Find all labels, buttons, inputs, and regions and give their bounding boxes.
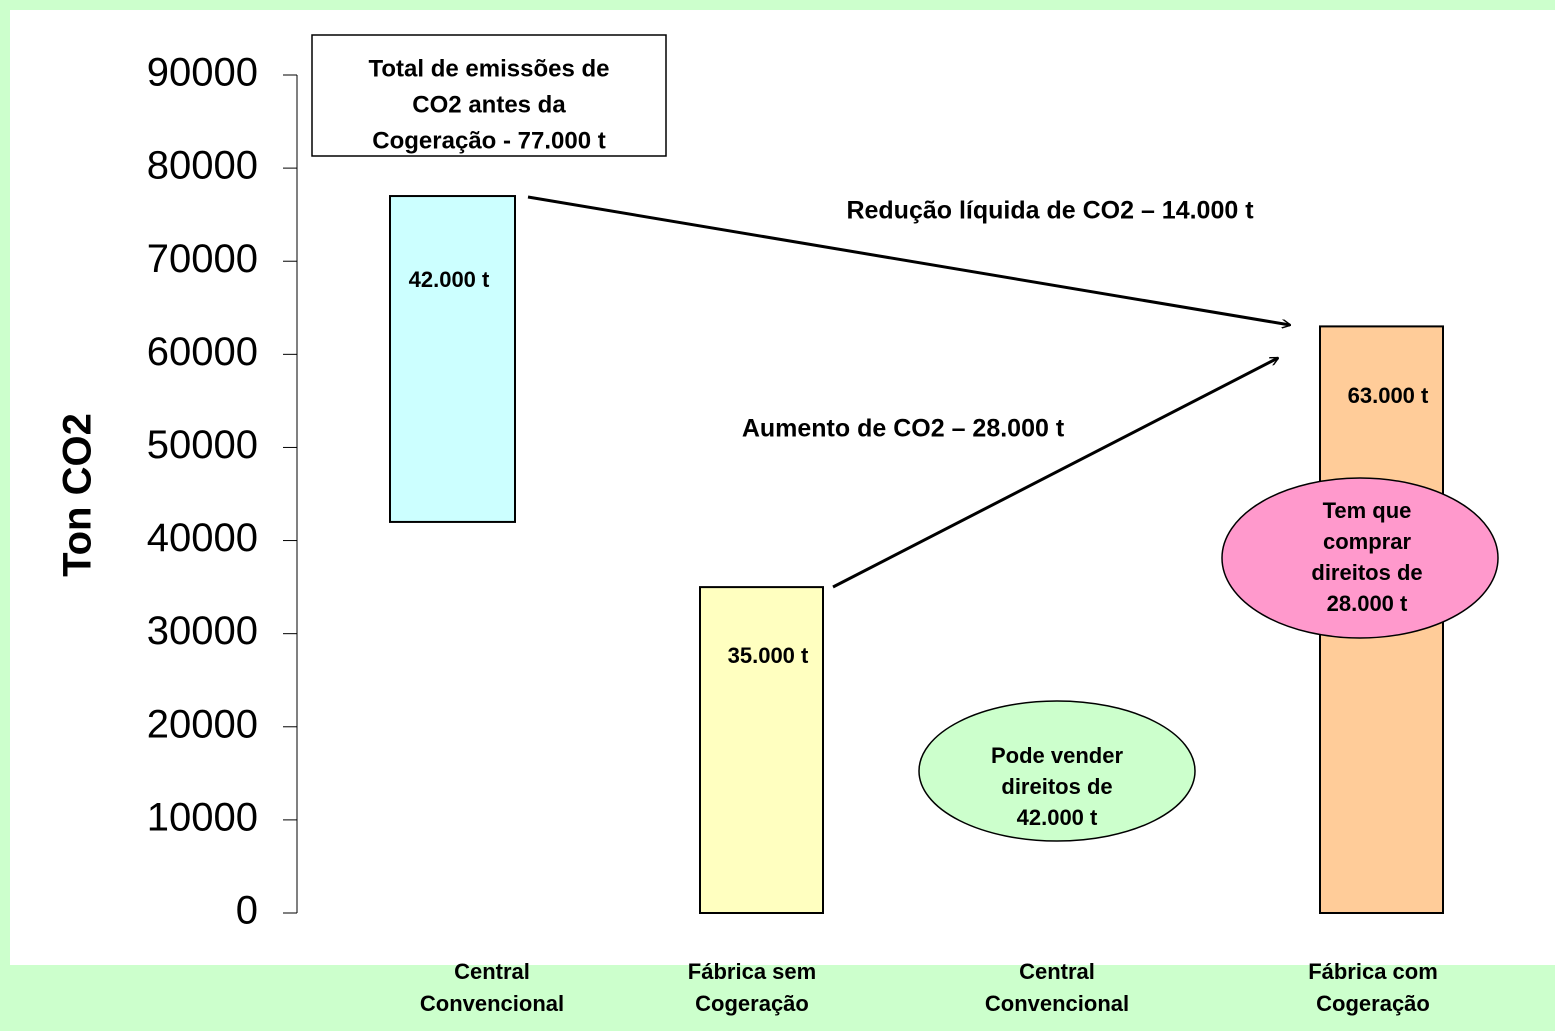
x-tick-label: Convencional [420,991,564,1016]
arrow [527,195,1290,325]
callout-ellipse [918,700,1196,842]
callout-text: 28.000 t [1327,591,1408,616]
y-tick-label: 80000 [147,144,258,188]
x-tick-label: Convencional [985,991,1129,1016]
y-axis-label: Ton CO2 [56,413,100,577]
arrow [832,356,1278,589]
bar-label: 63.000 t [1348,383,1429,408]
callout-text: direitos de [1311,560,1422,585]
box-text: Cogeração - 77.000 t [372,127,605,154]
callout-text: comprar [1323,529,1411,554]
callout-text: 42.000 t [1017,805,1098,830]
y-tick-label: 90000 [147,51,258,95]
y-tick-label: 50000 [147,423,258,467]
bar-label: 42.000 t [409,267,490,292]
y-tick-label: 70000 [147,237,258,281]
y-tick-label: 20000 [147,702,258,746]
x-tick-label: Fábrica sem [688,959,816,984]
box-text: CO2 antes da [412,91,566,118]
callout-text: Tem que [1323,498,1412,523]
y-tick-label: 40000 [147,516,258,560]
callout-text: direitos de [1001,774,1112,799]
bar [389,195,516,523]
y-tick-label: 60000 [147,330,258,374]
callout-ellipse [1221,477,1499,639]
x-tick-label: Cogeração [695,991,809,1016]
box-text: Total de emissões de [369,55,610,82]
arrow-label: Redução líquida de CO2 – 14.000 t [846,197,1254,225]
bar-label: 35.000 t [728,643,809,668]
arrow-label: Aumento de CO2 – 28.000 t [742,415,1065,443]
callout-text: Pode vender [991,743,1123,768]
annotation-box [311,34,667,157]
x-tick-label: Central [1019,959,1095,984]
y-tick-label: 10000 [147,795,258,839]
bar [699,586,824,914]
y-tick-label: 0 [236,889,258,933]
x-tick-label: Cogeração [1316,991,1430,1016]
x-tick-label: Fábrica com [1308,959,1438,984]
y-tick-label: 30000 [147,609,258,653]
x-tick-label: Central [454,959,530,984]
